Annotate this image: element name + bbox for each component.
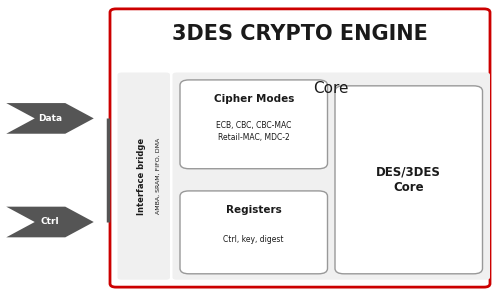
FancyBboxPatch shape [118,73,170,280]
Text: Data: Data [38,114,62,123]
Text: Ctrl, key, digest: Ctrl, key, digest [224,235,284,244]
FancyBboxPatch shape [180,191,328,274]
Text: Cipher Modes: Cipher Modes [214,94,294,104]
Text: 3DES CRYPTO ENGINE: 3DES CRYPTO ENGINE [172,24,428,44]
Text: DES/3DES
Core: DES/3DES Core [376,166,441,194]
Text: ECB, CBC, CBC-MAC
Retail-MAC, MDC-2: ECB, CBC, CBC-MAC Retail-MAC, MDC-2 [216,121,292,142]
Text: Registers: Registers [226,205,281,215]
Polygon shape [6,103,94,134]
Text: AMBA, SRAM, FIFO, DMA: AMBA, SRAM, FIFO, DMA [156,138,161,214]
Text: Ctrl: Ctrl [40,218,60,226]
FancyBboxPatch shape [110,9,490,287]
Polygon shape [6,207,94,237]
FancyBboxPatch shape [335,86,482,274]
FancyBboxPatch shape [172,73,490,280]
FancyBboxPatch shape [180,80,328,169]
Text: Core: Core [314,81,349,96]
Text: Interface bridge: Interface bridge [136,138,145,215]
